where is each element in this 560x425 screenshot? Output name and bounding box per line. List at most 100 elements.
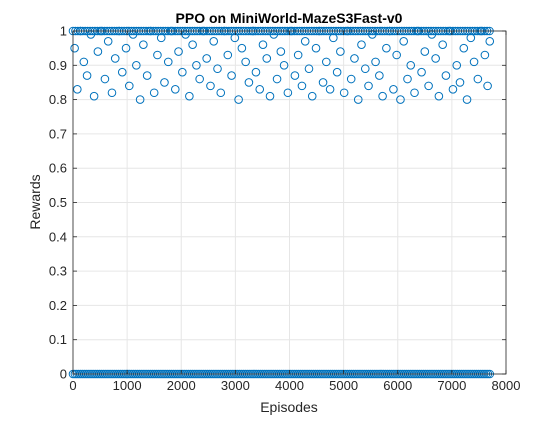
data-point (283, 88, 293, 98)
grid-lines (72, 30, 507, 375)
data-point (441, 71, 451, 80)
y-tick-label: 1 (60, 24, 67, 39)
y-tick-label: 0.5 (49, 195, 67, 210)
data-point (300, 36, 310, 46)
data-point (396, 95, 405, 104)
x-tick-label: 8000 (492, 378, 521, 393)
data-point (227, 71, 236, 80)
y-tick-label: 0.2 (49, 298, 67, 313)
data-point (139, 40, 148, 50)
data-point (410, 88, 419, 98)
data-point (89, 91, 99, 101)
x-tick-label: 5000 (329, 378, 358, 393)
x-tick-label: 6000 (383, 378, 412, 393)
data-point (79, 57, 89, 67)
data-point (142, 71, 152, 80)
data-point (124, 81, 134, 91)
data-point (135, 95, 145, 104)
data-point (255, 85, 265, 94)
data-point (223, 50, 233, 60)
data-point (325, 85, 335, 94)
data-point (346, 74, 356, 84)
data-point (209, 36, 219, 46)
y-tick-label: 0.7 (49, 126, 67, 141)
data-point (318, 78, 328, 87)
data-point (163, 57, 173, 67)
data-point (188, 40, 197, 50)
data-point (332, 67, 342, 77)
data-point (82, 71, 92, 80)
data-point (174, 47, 183, 56)
data-point (480, 50, 490, 60)
data-point (420, 47, 430, 56)
data-point (371, 57, 380, 67)
data-point (382, 43, 391, 53)
y-tick-label: 0.4 (49, 229, 67, 244)
data-point (357, 40, 366, 50)
data-point (276, 47, 286, 56)
y-tick-label: 0 (60, 367, 67, 382)
data-point (431, 54, 440, 63)
data-point (307, 91, 317, 101)
data-point (459, 43, 469, 53)
data-point (424, 81, 433, 91)
chart-title: PPO on MiniWorld-MazeS3Fast-v0 (176, 10, 403, 26)
data-point (403, 74, 412, 84)
x-tick-label: 0 (69, 378, 76, 393)
data-point (389, 85, 398, 94)
data-point (297, 81, 307, 91)
data-point (399, 36, 409, 46)
data-point (392, 50, 401, 60)
data-point (170, 85, 180, 94)
data-point (462, 95, 472, 104)
data-point (469, 57, 479, 67)
data-point (70, 43, 79, 53)
data-point (251, 67, 261, 77)
data-point (485, 36, 495, 46)
y-tick-label: 0.3 (49, 264, 67, 279)
data-point (153, 50, 162, 60)
data-point (160, 78, 169, 87)
data-point (237, 43, 247, 53)
data-point (110, 54, 120, 63)
data-point (117, 67, 127, 77)
data-point (107, 88, 117, 98)
data-point (473, 74, 483, 84)
x-tick-label: 7000 (437, 378, 466, 393)
y-tick-label: 0.8 (49, 92, 67, 107)
data-point (241, 57, 250, 67)
y-axis-label: Rewards (27, 174, 43, 229)
data-point (244, 78, 254, 87)
data-point (272, 74, 282, 84)
data-point (378, 91, 387, 101)
data-point (311, 43, 321, 53)
x-tick-label: 2000 (167, 378, 196, 393)
data-point (258, 40, 268, 50)
data-point (364, 81, 373, 91)
data-point (202, 54, 211, 63)
data-point (279, 61, 289, 70)
data-point (103, 36, 113, 46)
data-point (216, 88, 226, 98)
y-tick-labels: 0 0.1 0.2 0.3 0.4 0.5 0.6 0.7 0.8 0.9 1 (49, 24, 67, 382)
data-point (262, 54, 272, 63)
x-tick-label: 4000 (275, 378, 304, 393)
data-point (213, 64, 222, 74)
data-point (322, 57, 331, 67)
data-point (293, 50, 303, 60)
data-point (230, 33, 240, 43)
data-point (375, 71, 384, 80)
data-point (434, 91, 444, 101)
data-point (455, 78, 465, 87)
tick-marks (72, 30, 507, 375)
data-point (100, 74, 110, 84)
data-point (350, 54, 359, 63)
data-point (93, 47, 103, 56)
data-point (448, 85, 458, 94)
data-point (234, 95, 243, 104)
x-tick-label: 3000 (221, 378, 250, 393)
x-axis-label: Episodes (260, 399, 318, 415)
y-tick-label: 0.6 (49, 161, 67, 176)
